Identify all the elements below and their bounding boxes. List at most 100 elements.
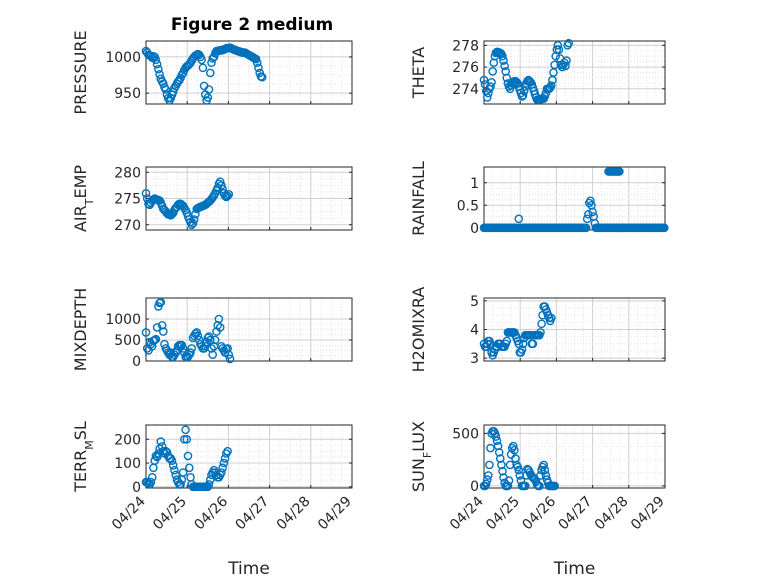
- data-point: [193, 331, 203, 341]
- data-point: [514, 465, 524, 475]
- data-point: [562, 56, 571, 65]
- axes-box: [483, 424, 666, 489]
- data-point: [182, 434, 192, 444]
- data-point: [517, 345, 527, 354]
- data-point: [213, 320, 222, 330]
- data-point: [550, 60, 559, 70]
- data-point: [539, 460, 549, 470]
- data-point: [481, 479, 491, 489]
- data-point: [511, 454, 520, 463]
- y-axis-label: SUNFLUX: [409, 421, 434, 492]
- data-point: [151, 334, 161, 344]
- data-point: [581, 223, 591, 233]
- y-tick-label: 278: [452, 38, 479, 54]
- data-point: [141, 328, 151, 337]
- data-point: [215, 323, 225, 332]
- data-point: [203, 93, 213, 102]
- data-point: [151, 451, 161, 461]
- x-tick-label: 04/28: [592, 494, 632, 534]
- data-point: [167, 209, 177, 219]
- data-point: [498, 51, 507, 61]
- subplot-terr_msl: 0 100 200 TERRMSL 04/24 04/25 04/26 04/27 04/28 0…: [71, 421, 355, 579]
- y-tick-label: 270: [114, 218, 141, 234]
- data-point: [186, 348, 195, 357]
- data-point: [503, 481, 513, 491]
- data-point: [154, 64, 163, 74]
- subplot-mixdepth: 0 500 1000 MIXDEPTH: [71, 288, 353, 371]
- subplot-theta: 274 276 278 THETA: [409, 38, 666, 105]
- y-tick-label: 500: [114, 333, 141, 349]
- data-point: [502, 336, 512, 346]
- data-point: [547, 81, 556, 90]
- data-point: [485, 460, 494, 470]
- data-point: [660, 223, 669, 233]
- data-point: [541, 471, 551, 480]
- data-point: [161, 85, 171, 94]
- data-point: [547, 313, 556, 323]
- data-point: [154, 449, 163, 458]
- data-point: [252, 58, 262, 68]
- axes-box: [145, 424, 353, 489]
- data-point: [499, 56, 508, 65]
- data-point: [176, 480, 185, 489]
- data-point: [170, 465, 179, 475]
- data-point: [535, 481, 544, 491]
- x-tick-label: 04/25: [150, 494, 190, 534]
- data-point: [561, 61, 570, 71]
- data-point: [187, 220, 196, 230]
- data-point: [204, 85, 214, 94]
- data-point: [550, 481, 559, 491]
- data-point: [223, 191, 232, 201]
- data-point: [500, 61, 509, 71]
- data-point: [171, 470, 180, 480]
- y-tick-label: 276: [452, 60, 479, 76]
- y-tick-label: 5: [470, 294, 479, 310]
- subplot-air_temp: 270 275 280 AIRTEMP: [71, 165, 353, 234]
- y-tick-label: 950: [114, 86, 141, 102]
- y-axis-label: AIRTEMP: [71, 165, 96, 232]
- data-point: [493, 441, 503, 451]
- data-point: [155, 70, 164, 79]
- data-point: [204, 480, 214, 489]
- data-point: [179, 434, 189, 444]
- y-tick-label: 100: [114, 456, 141, 472]
- y-tick-label: 0.5: [457, 198, 479, 214]
- data-point: [205, 68, 215, 78]
- data-point: [255, 68, 265, 78]
- data-point: [152, 59, 162, 69]
- data-point: [167, 456, 177, 466]
- data-point: [156, 437, 166, 446]
- data-point: [218, 463, 227, 473]
- y-tick-label: 500: [452, 426, 479, 442]
- data-point: [510, 445, 519, 455]
- x-tick-label: 04/26: [519, 493, 559, 533]
- data-point: [504, 476, 514, 485]
- subplot-pressure: 950 1000 PRESSURE: [71, 30, 353, 115]
- data-point: [486, 443, 495, 453]
- data-point: [553, 41, 563, 50]
- data-point: [494, 447, 504, 457]
- data-point: [219, 458, 229, 468]
- subplot-rainfall: 0 0.5 1 RAINFALL: [409, 161, 669, 237]
- data-point: [141, 188, 151, 198]
- x-tick-label: 04/29: [628, 494, 668, 534]
- data-point: [186, 472, 195, 482]
- axes-box: [145, 297, 353, 362]
- data-point: [528, 339, 538, 349]
- data-point: [214, 314, 224, 324]
- y-tick-label: 0: [470, 479, 479, 495]
- data-point: [158, 327, 168, 336]
- data-point: [586, 196, 595, 206]
- data-point: [208, 54, 217, 63]
- data-point: [178, 468, 188, 477]
- figure-title: Figure 2 medium: [171, 15, 333, 35]
- data-point: [210, 335, 220, 345]
- data-point: [554, 45, 564, 55]
- data-point: [199, 81, 209, 91]
- data-point: [149, 195, 158, 204]
- data-point: [479, 75, 489, 85]
- data-point: [502, 73, 512, 83]
- data-point: [536, 328, 545, 337]
- data-point: [181, 425, 190, 435]
